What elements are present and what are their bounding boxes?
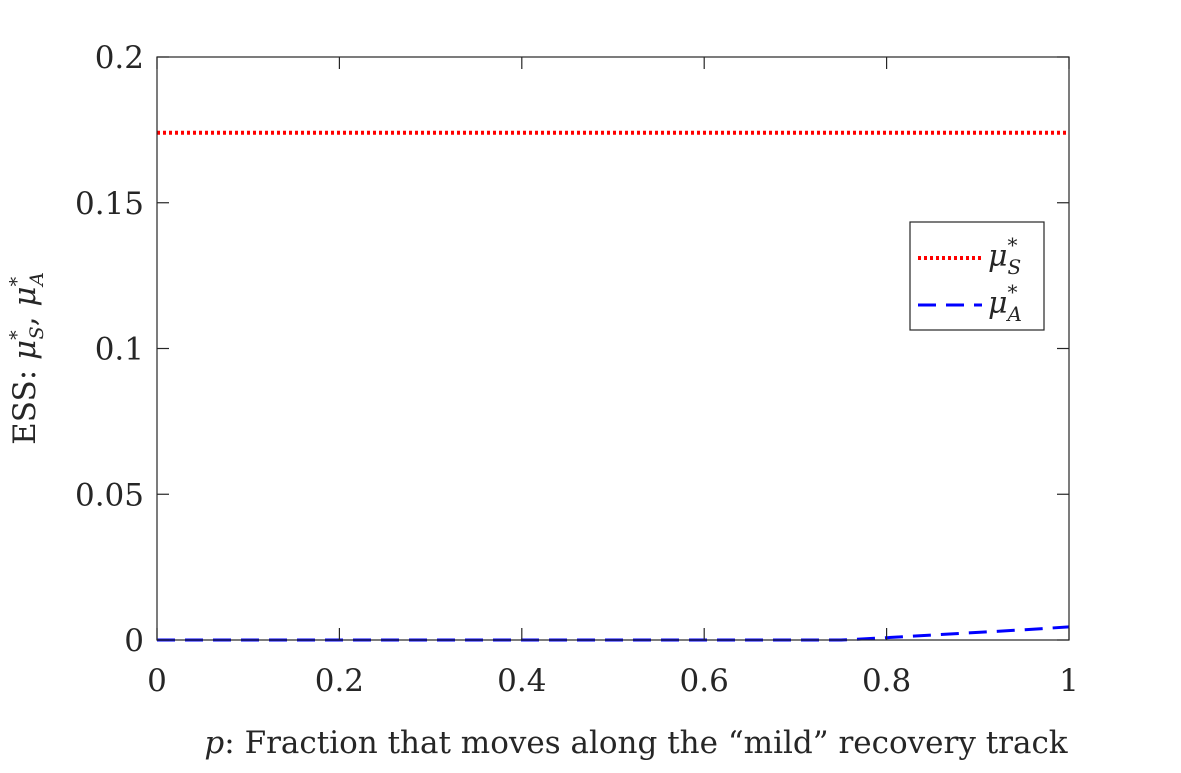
x-tick-label: 0.8 xyxy=(862,663,911,699)
legend-box xyxy=(909,221,1045,331)
y-axis-label-mu-s: μ xyxy=(7,340,43,360)
axis-ticks xyxy=(156,56,1070,641)
y-axis-label-mu-a-sup: * xyxy=(6,276,28,286)
y-axis-label-mu-a-sub: A xyxy=(26,272,48,288)
legend-label-mu-s-sup: * xyxy=(1008,233,1018,257)
y-axis-label-comma: , xyxy=(7,307,43,327)
y-tick-label: 0.1 xyxy=(95,332,144,368)
series-line-a xyxy=(157,625,1070,642)
y-axis-label-mu-s-sup: * xyxy=(6,330,28,340)
axes-box xyxy=(156,56,1070,641)
x-tick-label: 1 xyxy=(1059,663,1079,699)
y-tick-label: 0.15 xyxy=(75,186,144,222)
plot-lines xyxy=(157,130,1070,642)
y-axis-label-mu-a: μ xyxy=(7,286,43,306)
y-axis-label-mu-s-sub: S xyxy=(26,326,48,339)
legend-label-mu-s: μ* S xyxy=(988,233,1021,279)
x-axis-label-text: : Fraction that moves along the “mild” r… xyxy=(224,725,1068,761)
y-tick-label: 0.05 xyxy=(75,477,144,513)
legend-label-mu-s-symbol: μ xyxy=(988,239,1008,274)
x-tick-label: 0 xyxy=(147,663,167,699)
x-tick-label: 0.2 xyxy=(315,663,364,699)
y-axis-label-prefix: ESS: xyxy=(7,360,43,445)
legend-label-mu-a-sub: A xyxy=(1006,302,1022,326)
legend: μ* S μ* A xyxy=(909,221,1045,331)
y-tick-label: 0.2 xyxy=(95,40,144,76)
legend-label-mu-a: μ* A xyxy=(988,280,1022,326)
x-tick-label: 0.4 xyxy=(497,663,546,699)
legend-label-mu-a-symbol: μ xyxy=(988,286,1008,321)
legend-label-mu-s-sub: S xyxy=(1008,255,1022,279)
x-tick-labels: 0 0.2 0.4 0.6 0.8 1 xyxy=(147,663,1079,699)
legend-label-mu-a-sup: * xyxy=(1008,280,1018,304)
y-tick-labels: 0 0.05 0.1 0.15 0.2 xyxy=(75,40,144,659)
x-axis-label-variable: p xyxy=(204,725,224,761)
y-axis-label: ESS: μ*S, μ*A xyxy=(6,272,48,445)
y-tick-label: 0 xyxy=(124,623,144,659)
x-tick-label: 0.6 xyxy=(680,663,729,699)
x-axis-label: p: Fraction that moves along the “mild” … xyxy=(204,725,1067,761)
